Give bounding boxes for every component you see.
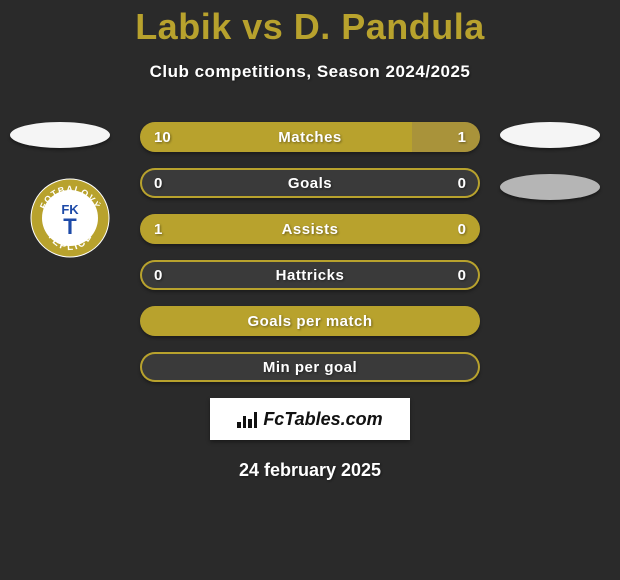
bar-value-right: 0 (458, 221, 466, 238)
subtitle: Club competitions, Season 2024/2025 (0, 62, 620, 82)
stat-bar: Min per goal (140, 352, 480, 382)
title-player-left: Labik (135, 6, 232, 47)
bar-label: Min per goal (263, 359, 357, 376)
stat-bar: 1 0 Assists (140, 214, 480, 244)
stat-bar: 0 0 Hattricks (140, 260, 480, 290)
page-title: Labik vs D. Pandula (0, 0, 620, 48)
comparison-area: FOTBALOVÝ TEPLICE FK T 101Matches00Goals… (0, 122, 620, 382)
bar-fill-right (412, 122, 480, 152)
bar-value-left: 0 (154, 175, 162, 192)
title-player-right: D. Pandula (294, 6, 485, 47)
bar-value-left: 1 (154, 221, 162, 238)
bar-value-right: 0 (458, 175, 466, 192)
bar-label: Goals per match (247, 313, 372, 330)
stat-bar: 0 0 Goals (140, 168, 480, 198)
bar-label: Goals (288, 175, 332, 192)
bar-label: Assists (282, 221, 339, 238)
bar-label: Matches (278, 129, 342, 146)
fctables-watermark: FcTables.com (210, 398, 410, 440)
fctables-text: FcTables.com (263, 409, 382, 430)
stat-bar: Goals per match (140, 306, 480, 336)
badge-inner-t: T (63, 214, 77, 239)
player-right-oval-2 (500, 174, 600, 200)
player-left-oval (10, 122, 110, 148)
bar-value-left: 0 (154, 267, 162, 284)
fctables-icon (237, 410, 257, 428)
club-badge: FOTBALOVÝ TEPLICE FK T (30, 178, 110, 258)
title-vs: vs (232, 6, 294, 47)
bar-value-right: 0 (458, 267, 466, 284)
bar-fill-left (140, 122, 412, 152)
stat-bar: 10 1 Matches (140, 122, 480, 152)
footer-date: 24 february 2025 (0, 460, 620, 481)
bar-value-right: 1 (458, 129, 466, 146)
bar-value-left: 10 (154, 129, 171, 146)
stat-bars: 101Matches00Goals10Assists00HattricksGoa… (140, 122, 480, 382)
player-right-oval (500, 122, 600, 148)
bar-label: Hattricks (276, 267, 345, 284)
